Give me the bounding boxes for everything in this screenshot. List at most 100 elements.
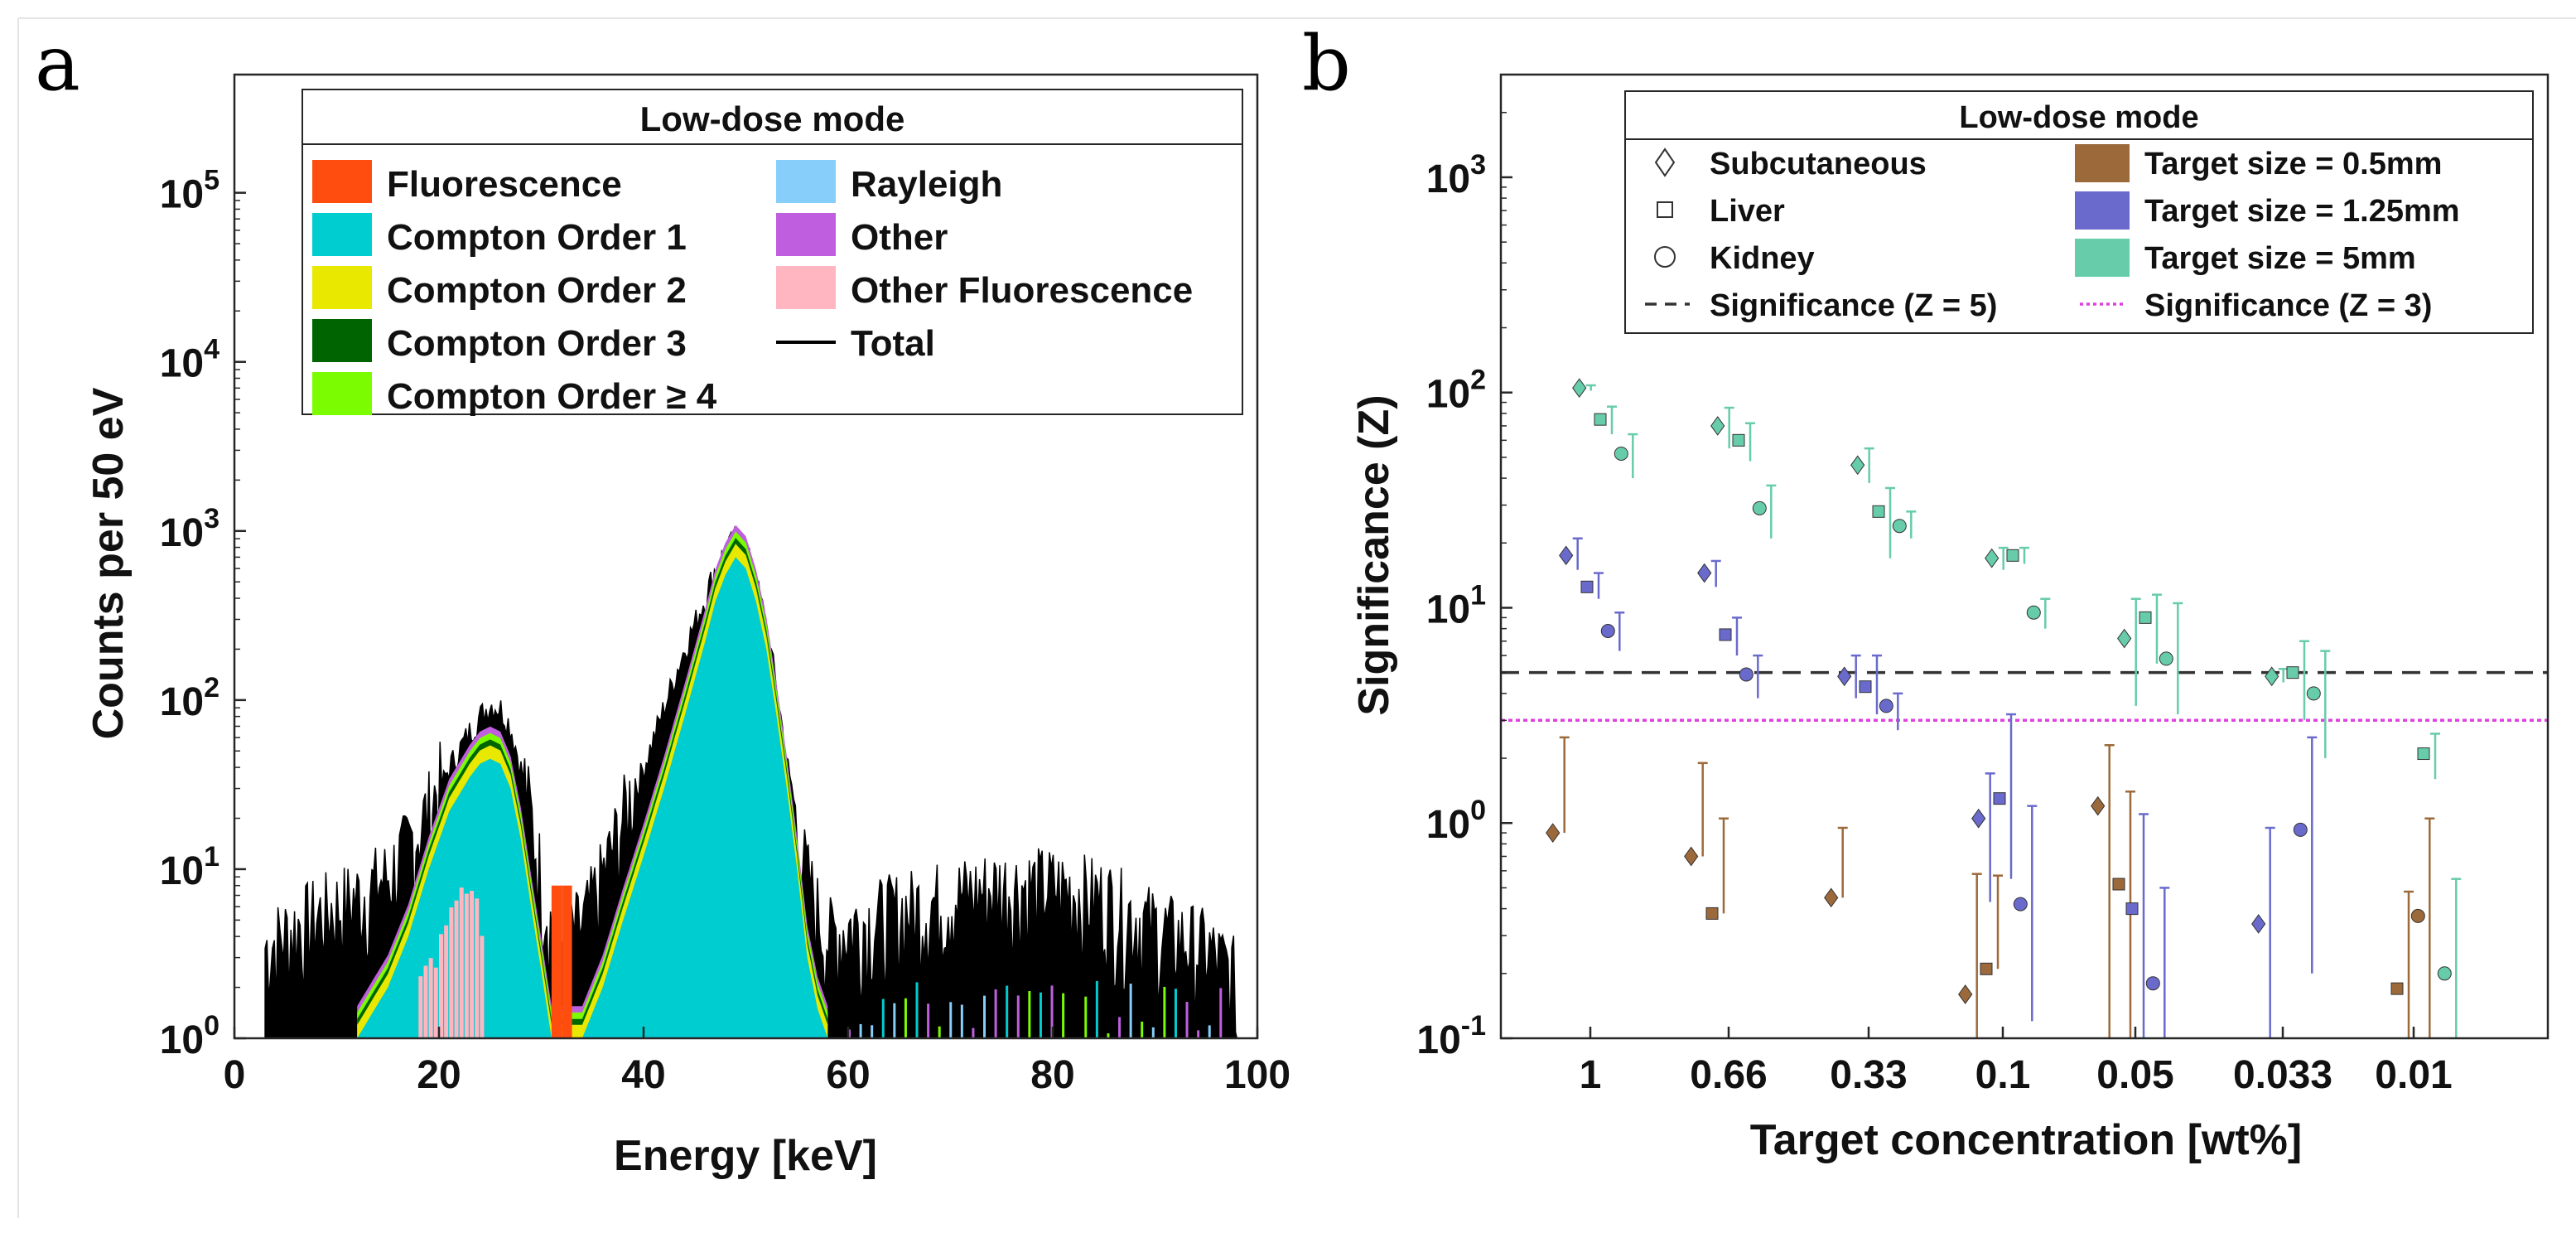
tail-spike — [904, 998, 907, 1038]
legend-b-label: Kidney — [1710, 241, 1815, 276]
panel-b-letter: b — [1302, 19, 1351, 108]
tail-spike — [1129, 984, 1132, 1038]
marker-kidney — [2410, 908, 2425, 923]
x-tick-label: 0.1 — [1975, 1053, 2031, 1097]
marker-kidney — [2145, 976, 2160, 991]
legend-b-marker — [1654, 246, 1676, 268]
marker-subcutaneous — [2265, 666, 2279, 687]
marker-liver — [2125, 902, 2139, 916]
y-tick-label: 105 — [160, 165, 219, 217]
tail-spike — [1208, 1025, 1211, 1038]
marker-subcutaneous — [1958, 984, 1973, 1004]
legend-b-label: Subcutaneous — [1710, 147, 1927, 181]
marker-liver — [1980, 962, 1993, 975]
marker-liver — [1705, 907, 1719, 920]
marker-subcutaneous — [2117, 628, 2132, 649]
legend-a-label: Rayleigh — [851, 164, 1002, 205]
marker-subcutaneous — [1824, 887, 1839, 908]
other-fluorescence-bar — [428, 958, 433, 1038]
marker-liver — [1859, 680, 1872, 694]
legend-b-label: Liver — [1710, 194, 1785, 229]
y-tick-label: 102 — [1426, 365, 1486, 417]
legend-a-label: Compton Order 1 — [387, 217, 687, 258]
other-fluorescence-bar — [433, 967, 438, 1038]
marker-subcutaneous — [1684, 846, 1699, 867]
tail-spike — [1028, 991, 1031, 1038]
y-tick-label: 101 — [160, 841, 219, 893]
marker-kidney — [1879, 699, 1893, 713]
fluorescence-bar — [551, 885, 562, 1038]
tail-spike — [927, 1003, 930, 1038]
other-fluorescence-bar — [459, 887, 464, 1038]
tail-spike — [1107, 1033, 1110, 1038]
x-tick-label: 0.66 — [1690, 1053, 1767, 1097]
legend-a-swatch — [312, 213, 372, 256]
marker-liver — [2390, 982, 2404, 995]
legend-b-title: Low-dose mode — [1959, 100, 2198, 135]
x-tick-label: 0.033 — [2233, 1053, 2332, 1097]
tail-spike — [1039, 992, 1042, 1038]
marker-liver — [1719, 628, 1732, 641]
marker-liver — [1732, 433, 1745, 447]
panel-a: a 0 20 40 60 80 100 100 101 102 103 104 105 Energy … — [35, 19, 1290, 1180]
x-tick-label: 80 — [1030, 1053, 1074, 1097]
fluorescence-bar — [562, 885, 572, 1038]
panel-b-axes-box — [1499, 73, 2549, 1040]
tail-spike — [1016, 995, 1020, 1038]
x-tick-label: 0 — [224, 1053, 246, 1097]
marker-kidney — [1752, 500, 1767, 515]
marker-kidney — [2013, 897, 2028, 911]
tail-spike — [1050, 985, 1054, 1038]
marker-kidney — [2306, 686, 2321, 701]
legend-a-label: Compton Order 2 — [387, 270, 687, 311]
y-tick-label: 103 — [160, 503, 219, 555]
marker-kidney — [1614, 446, 1628, 461]
tail-spike — [1151, 1027, 1155, 1038]
x-tick-label: 100 — [1224, 1053, 1290, 1097]
marker-subcutaneous — [1985, 548, 2000, 568]
tail-spike — [1006, 985, 1009, 1038]
legend-a-swatch — [312, 372, 372, 415]
marker-kidney — [1739, 667, 1754, 682]
panel-a-x-axis-label: Energy [keV] — [614, 1132, 877, 1180]
tail-spike — [1084, 996, 1088, 1038]
other-fluorescence-bar — [423, 965, 428, 1038]
tail-spike — [893, 1003, 896, 1038]
legend-a-swatch — [312, 319, 372, 362]
legend-a-label: Fluorescence — [387, 164, 622, 205]
legend-a-label: Compton Order ≥ 4 — [387, 376, 717, 417]
legend-a-label: Total — [851, 323, 935, 364]
tail-spike — [972, 1028, 975, 1038]
tail-spike — [1141, 1021, 1144, 1038]
legend-a-title: Low-dose mode — [640, 99, 905, 138]
x-tick-label: 0.01 — [2375, 1053, 2452, 1097]
tail-spike — [960, 1004, 963, 1038]
marker-kidney — [2159, 651, 2173, 666]
other-fluorescence-bar — [475, 898, 480, 1038]
tail-spike — [915, 982, 919, 1038]
marker-subcutaneous — [1710, 416, 1725, 436]
legend-b-label: Target size = 0.5mm — [2144, 147, 2442, 181]
tail-spike — [1062, 993, 1065, 1038]
other-fluorescence-bar — [444, 925, 449, 1038]
legend-a-swatch — [776, 160, 836, 203]
tail-spike — [1118, 1017, 1122, 1038]
panel-b: b 1 0.66 0.33 0.1 0.05 0.033 0.01 10-1 100 101 102… — [1302, 19, 2549, 1164]
marker-kidney — [1600, 623, 1615, 638]
tail-spike — [1219, 988, 1223, 1038]
y-tick-label: 103 — [1426, 149, 1486, 201]
panel-a-legend: Low-dose mode Fluorescence Compton Order 1… — [301, 89, 1243, 417]
tail-spike — [983, 995, 987, 1038]
tail-spike — [1095, 980, 1098, 1038]
marker-liver — [2112, 878, 2125, 891]
marker-liver — [2417, 747, 2430, 761]
legend-a-swatch — [776, 213, 836, 256]
marker-kidney — [2026, 605, 2041, 620]
panel-a-axes-box — [233, 73, 1259, 1040]
panel-a-plot: 0 20 40 60 80 100 100 101 102 103 104 105 — [160, 73, 1290, 1097]
marker-liver — [1993, 792, 2006, 805]
marker-subcutaneous — [1572, 378, 1587, 399]
y-tick-label: 10-1 — [1416, 1010, 1486, 1062]
tail-spike — [949, 1002, 953, 1038]
